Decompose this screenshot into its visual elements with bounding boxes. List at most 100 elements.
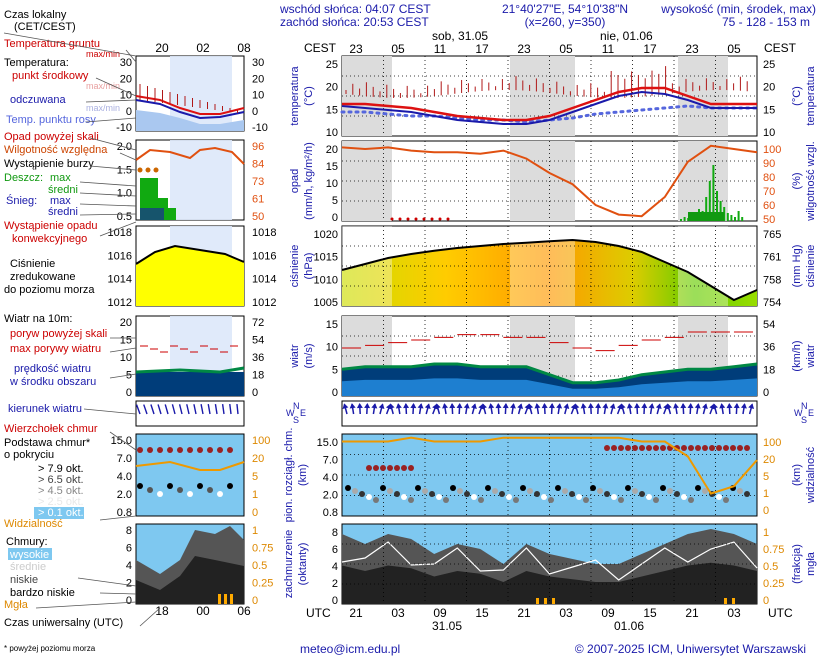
wind-arrow-head: [602, 403, 609, 409]
wind-arrow-head: [442, 403, 449, 409]
mini-wind-arrow-shaft: [178, 404, 183, 415]
mini-wind-arrow-shaft: [200, 404, 204, 415]
cloud-top-dot: [716, 445, 722, 451]
prec-ytick-left: 15: [326, 161, 338, 173]
wind-arrow-icon: [580, 403, 587, 415]
okt-legend-label: > 7.9 okt.: [38, 463, 84, 475]
legend-leader-line: [109, 373, 137, 379]
footer-email[interactable]: meteo@icm.edu.pl: [300, 642, 400, 656]
wind-arrow-head: [403, 403, 410, 409]
wind-ylabel: wiatr: [289, 344, 301, 369]
mini-prec-ytick-right: 73: [252, 176, 264, 188]
mini-pres-ytick-right: 1018: [252, 227, 276, 239]
mini-cb-ytick-right: 5: [252, 471, 258, 483]
mini-wind-arrow-shaft: [171, 404, 176, 415]
cloud-base-dot: [485, 485, 491, 491]
top-time-tick: 05: [559, 42, 573, 56]
mini-cl-ytick-right: 0.25: [252, 578, 273, 590]
mini-wind-area: [136, 372, 244, 396]
prec-ytick-right: 70: [763, 186, 775, 198]
wind-arrow-head: [648, 403, 655, 409]
utc-right: UTC: [768, 606, 793, 620]
legend-storm: Wystąpienie burzy: [4, 158, 94, 170]
mini-wind-arrow-shaft: [193, 404, 197, 415]
mini-cloud-base-dot: [137, 483, 143, 489]
cloud-top-dot: [737, 445, 743, 451]
wind-area-low: [342, 378, 757, 396]
legend-gust-above: poryw powyżej skali: [10, 328, 107, 340]
mini-wind-ytick-left: 20: [120, 317, 132, 329]
legend-leader-line: [89, 137, 137, 151]
cb-ytick-left: 7.0: [323, 455, 338, 467]
pres-ylabel-right: (mm Hg): [791, 245, 803, 288]
top-time-tick: 23: [517, 42, 531, 56]
cloud-base-dot: [380, 485, 386, 491]
wind-arrow-icon: [417, 403, 424, 415]
mini-pres-ytick-left: 1016: [108, 250, 132, 262]
wind-arrow-icon: [619, 403, 626, 415]
compass-right-N: N: [801, 401, 808, 411]
okt-legend-label: > 0.1 okt.: [38, 507, 84, 519]
mini-cl-ytick-left: 6: [126, 543, 132, 555]
mini-wind-arrow-icon: [214, 404, 218, 415]
wind-arrow-head: [719, 403, 726, 409]
mini-cl-ytick-right: 0.5: [252, 560, 267, 572]
cloud-base-dot: [646, 494, 652, 500]
wind-ylabel-right: (km/h): [791, 340, 803, 371]
mini-wind-arrow-shaft: [229, 403, 232, 415]
pres-ylabel-unit: (hPa): [303, 253, 315, 280]
mini-cloud-top-dot: [147, 447, 153, 453]
rain-bar: [716, 191, 718, 221]
mini-wind-arrow-icon: [171, 404, 176, 415]
wind-arrow-head: [417, 403, 424, 409]
legend-cloud-base-2: o pokryciu: [4, 449, 54, 461]
prec-ylabel-right: (%): [791, 172, 803, 189]
mini-felt-line: [135, 99, 245, 120]
legend-leader-line: [89, 165, 137, 171]
fog-bar: [724, 598, 727, 604]
convective-marker: [414, 217, 418, 221]
cloud-base-dot: [471, 494, 477, 500]
mini-cl-ytick-left: 8: [126, 525, 132, 537]
wind-arrow-icon: [342, 403, 349, 415]
prec-ytick-right: 100: [763, 144, 781, 156]
legend-conv-2: konwekcyjnego: [12, 233, 87, 245]
wind-arrow-icon: [648, 403, 655, 415]
rain-bar: [734, 217, 736, 221]
cloud-base-dot: [513, 497, 519, 503]
legend-soil-temp: Temperatura gruntu: [4, 38, 100, 50]
cloud-top-dot: [639, 445, 645, 451]
legend-snow-max: max: [50, 195, 71, 207]
wind-arrow-icon: [403, 403, 410, 415]
mini-pres-ytick-left: 1012: [108, 297, 132, 309]
wind-arrow-icon: [602, 403, 609, 415]
mini-prec-ytick-right: 96: [252, 141, 264, 153]
mini-pres-ytick-right: 1012: [252, 297, 276, 309]
convective-marker: [430, 217, 434, 221]
mini-cloud-top-dot: [177, 447, 183, 453]
cloud-top-dot: [625, 445, 631, 451]
mini-cb-ytick-left: 4.0: [117, 471, 132, 483]
legend-visibility: Widzialność: [4, 518, 63, 530]
cloud-top-dot: [646, 445, 652, 451]
wind-arrow-head: [587, 403, 594, 409]
pres-ytick-left: 1005: [314, 297, 338, 309]
mini-cl-ytick-right: 1: [252, 525, 258, 537]
legend-midpoint: punkt środkowy: [12, 70, 89, 82]
legend-cloud-top: Wierzchołek chmur: [4, 423, 98, 435]
mini-cloud-top-dot: [217, 447, 223, 453]
mini-pres-ytick-right: 1016: [252, 250, 276, 262]
mini-cloud-base-dot: [147, 487, 153, 493]
mini-wind-arrow-icon: [143, 404, 148, 415]
cloud-base-dot: [695, 485, 701, 491]
cloud-base-dot: [387, 488, 393, 494]
cb-ytick-left: 0.8: [323, 507, 338, 519]
cloud-base-dot: [639, 491, 645, 497]
legend-snow: Śnieg:: [6, 194, 37, 207]
wind-arrow-icon: [680, 403, 687, 415]
cloud-top-dot: [632, 445, 638, 451]
mini-wind-arrow-icon: [207, 404, 211, 415]
prec-ytick-left: 0: [332, 212, 338, 224]
bottom-time-tick: 03: [559, 606, 573, 620]
top-time-tick: 05: [727, 42, 741, 56]
